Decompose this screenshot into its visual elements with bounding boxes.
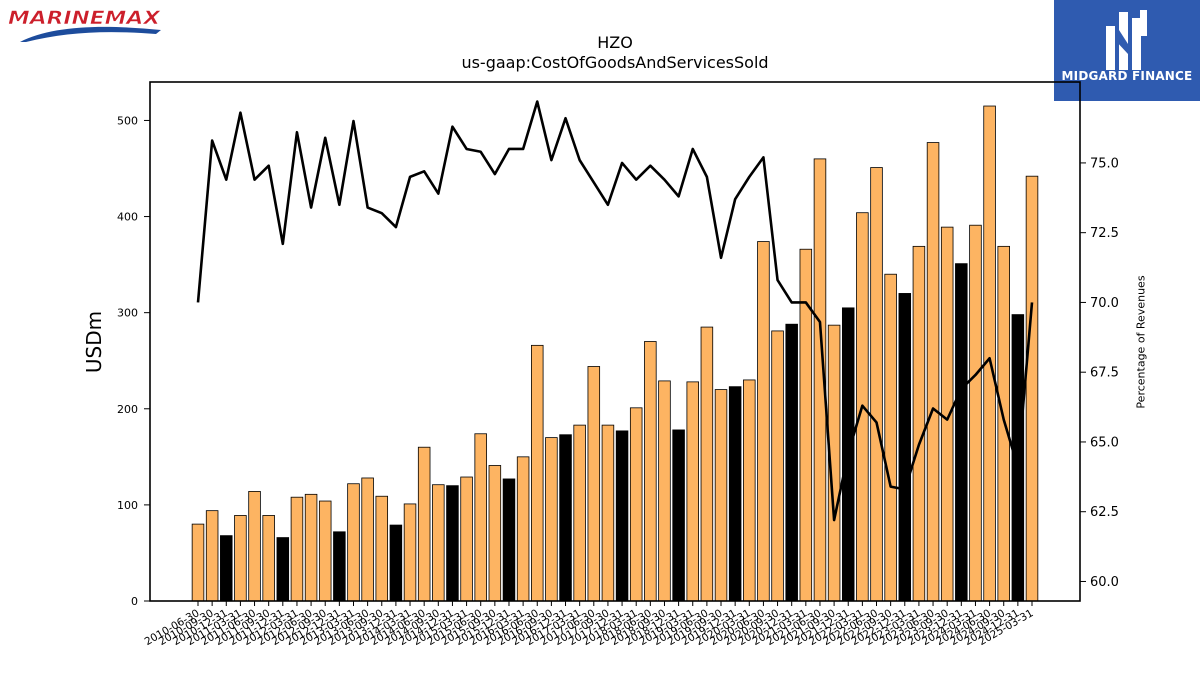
bar: [573, 424, 586, 602]
bar: [615, 430, 629, 602]
bar: [983, 105, 996, 602]
bar: [884, 273, 897, 602]
bar: [516, 456, 530, 602]
bar: [205, 510, 219, 602]
bar: [403, 503, 417, 602]
bar: [488, 465, 502, 602]
bar: [757, 241, 770, 602]
marinemax-logo-text: MARINEMAX: [8, 7, 162, 29]
bar: [912, 245, 926, 602]
bar: [333, 531, 346, 602]
y2-tick-label: 75.0: [1090, 156, 1119, 171]
bar: [686, 381, 700, 602]
bar: [502, 478, 516, 602]
bar: [304, 493, 318, 602]
midgard-finance-logo: MIDGARD FINANCE: [1054, 0, 1200, 101]
y-tick-label: 200: [117, 403, 138, 416]
line-series: [196, 100, 1034, 522]
bar: [375, 495, 389, 602]
bar: [531, 344, 544, 602]
bar: [714, 389, 728, 602]
y2-tick-label: 70.0: [1090, 296, 1119, 311]
midgard-m-icon: [1106, 10, 1147, 70]
bar: [474, 433, 487, 602]
bar: [417, 446, 431, 602]
chart-title: HZO: [597, 33, 633, 52]
bar: [898, 293, 912, 602]
y2-tick-label: 60.0: [1090, 575, 1119, 590]
bar: [629, 407, 643, 602]
bar: [191, 523, 205, 602]
bar: [276, 537, 290, 602]
bar: [559, 434, 572, 602]
bar: [955, 263, 968, 602]
line-series-path: [196, 100, 1034, 522]
marinemax-logo-graphic: MARINEMAX: [8, 7, 162, 42]
bar: [926, 142, 940, 602]
bar: [771, 330, 784, 602]
bar: [220, 535, 233, 602]
bar: [432, 484, 445, 602]
bar: [587, 366, 601, 602]
y2-tick-label: 62.5: [1090, 505, 1119, 520]
bar: [601, 424, 615, 602]
y-tick-label: 100: [117, 499, 138, 512]
y-tick-label: 300: [117, 307, 138, 320]
bar: [234, 515, 247, 602]
y2-tick-label: 72.5: [1090, 226, 1119, 241]
y-tick-label: 400: [117, 211, 138, 224]
bar: [347, 483, 360, 602]
bar: [248, 491, 261, 602]
bar: [969, 224, 982, 602]
y2-tick-label: 67.5: [1090, 366, 1119, 381]
y2-tick-label: 65.0: [1090, 435, 1119, 450]
y-tick-label: 500: [117, 114, 138, 127]
marinemax-wave-icon: [20, 26, 161, 42]
bar: [361, 477, 374, 602]
bar: [1025, 175, 1039, 602]
chart-subtitle: us-gaap:CostOfGoodsAndServicesSold: [461, 53, 769, 72]
bar: [262, 515, 275, 602]
bar: [940, 226, 954, 602]
y-tick-label: 0: [131, 595, 138, 608]
midgard-logo-text: MIDGARD FINANCE: [1061, 69, 1193, 83]
bar: [446, 485, 459, 602]
bar: [870, 167, 883, 602]
bar: [318, 500, 332, 602]
plot-frame: [149, 81, 1081, 602]
bar: [389, 524, 403, 602]
bar: [545, 437, 558, 602]
bar: [460, 476, 473, 602]
bar: [700, 326, 714, 602]
bar: [672, 429, 685, 602]
bar: [658, 380, 671, 602]
bar: [290, 496, 304, 602]
bar: [728, 386, 742, 602]
marinemax-logo: MARINEMAX: [6, 4, 166, 44]
bar: [785, 323, 798, 602]
bar: [743, 379, 756, 602]
bar: [644, 341, 657, 602]
